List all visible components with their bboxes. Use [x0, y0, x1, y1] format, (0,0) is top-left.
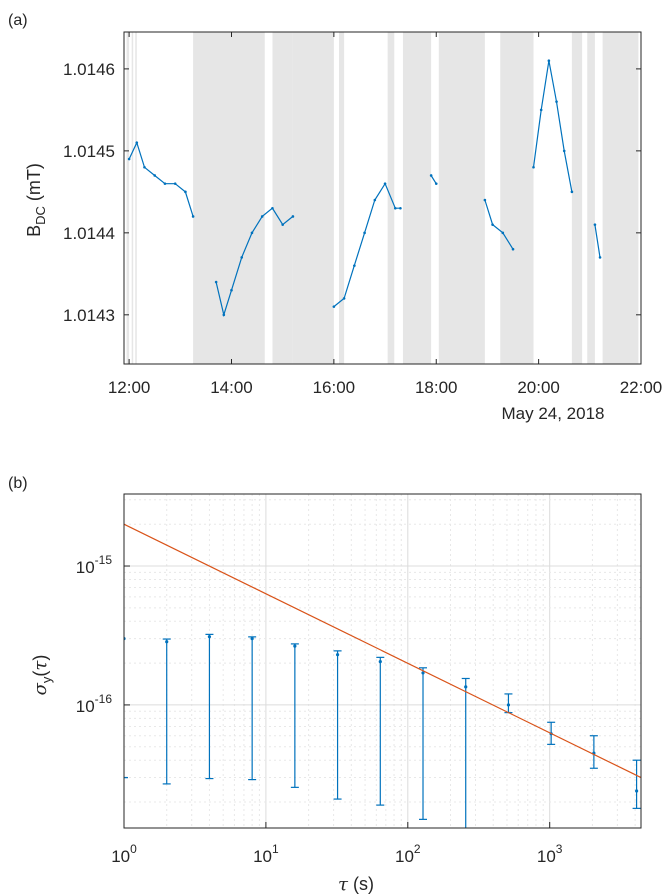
shaded-gap — [587, 32, 595, 364]
data-point — [555, 100, 558, 103]
data-point — [173, 182, 177, 185]
panel-b-ylabel: σy(τ) — [30, 655, 54, 696]
data-point — [547, 59, 551, 62]
data-point — [399, 206, 402, 210]
data-point — [332, 305, 336, 308]
panel-b-xlabel: τ (s) — [338, 874, 374, 895]
allan-deviation-chart: 100 101 102 103 10-16 10-15 — [76, 493, 642, 866]
panel-a-date-label: May 24, 2018 — [501, 404, 604, 423]
shaded-gap — [272, 32, 293, 364]
data-point — [191, 215, 195, 218]
y-tick-label: 1.0144 — [63, 224, 115, 243]
y-tick-label: 1.0143 — [63, 306, 115, 325]
shaded-gap — [193, 32, 265, 364]
x-tick-label: 102 — [395, 842, 421, 866]
shaded-gap — [135, 32, 137, 364]
y-tick-label: 10-16 — [76, 692, 113, 716]
data-point — [511, 247, 515, 251]
data-point — [240, 256, 244, 259]
panel-a-ylabel: BDC (mT) — [24, 163, 48, 237]
data-point — [143, 165, 146, 169]
data-point — [483, 198, 487, 202]
data-point — [214, 280, 218, 284]
y-tick-label: 1.0146 — [63, 60, 115, 79]
data-point — [135, 141, 139, 144]
data-point — [353, 264, 356, 267]
series-group — [124, 523, 641, 828]
data-point — [421, 671, 425, 675]
shaded-gap — [500, 32, 534, 364]
data-point — [501, 231, 505, 235]
x-tick-label: 14:00 — [210, 378, 253, 397]
shaded-gap — [338, 32, 345, 364]
data-point — [165, 640, 169, 644]
data-point — [598, 256, 602, 259]
shaded-gap — [126, 32, 130, 364]
data-point — [634, 789, 639, 793]
plot-area — [124, 494, 641, 828]
data-point — [291, 215, 295, 218]
axes-box — [123, 31, 642, 365]
shaded-gap — [602, 32, 639, 364]
x-tick-label: 101 — [253, 842, 279, 866]
data-point — [260, 215, 264, 218]
x-tick-label: 100 — [111, 842, 137, 866]
shaded-gap — [292, 32, 334, 364]
data-point — [250, 231, 254, 235]
shaded-gap — [402, 32, 432, 364]
shaded-gap — [438, 32, 485, 364]
data-point — [562, 149, 566, 153]
y-tick-label: 1.0145 — [63, 142, 115, 161]
data-point — [184, 190, 187, 194]
data-point — [570, 190, 574, 194]
data-point — [373, 198, 377, 202]
data-point — [281, 223, 284, 226]
data-point — [207, 635, 212, 639]
x-tick-label: 22:00 — [620, 378, 663, 397]
data-point — [230, 288, 233, 292]
data-point — [271, 206, 274, 210]
data-point — [163, 182, 167, 185]
x-tick-label: 18:00 — [415, 378, 458, 397]
data-point — [593, 223, 597, 226]
panel-a-label: (a) — [8, 12, 28, 29]
data-point — [539, 108, 543, 112]
data-point — [383, 182, 387, 185]
data-point — [532, 165, 535, 169]
data-point — [222, 313, 226, 317]
data-point — [434, 182, 438, 185]
x-tick-label: 16:00 — [313, 378, 356, 397]
data-point — [363, 231, 366, 235]
x-tick-label: 103 — [537, 842, 563, 866]
panel-b-label: (b) — [8, 475, 28, 492]
data-point — [393, 206, 397, 210]
data-point — [429, 174, 433, 177]
data-point — [153, 174, 157, 177]
data-point — [464, 685, 468, 689]
y-tick-label: 10-15 — [76, 553, 113, 577]
data-point — [506, 703, 511, 707]
shaded-gap — [131, 32, 134, 364]
time-series-chart: 1.0143 1.0144 1.0145 1.0146 12:00 14:00 16:00 1… — [63, 31, 663, 397]
data-point — [250, 637, 254, 641]
axes-box — [123, 493, 642, 829]
data-point — [335, 653, 340, 657]
data-point — [342, 297, 346, 300]
data-point — [491, 223, 494, 226]
shaded-gap — [571, 32, 583, 364]
data-point — [127, 157, 131, 161]
fit-line — [124, 523, 641, 779]
x-tick-label: 20:00 — [517, 378, 560, 397]
data-point — [293, 644, 297, 648]
data-point — [378, 660, 382, 664]
x-tick-label: 12:00 — [108, 378, 151, 397]
